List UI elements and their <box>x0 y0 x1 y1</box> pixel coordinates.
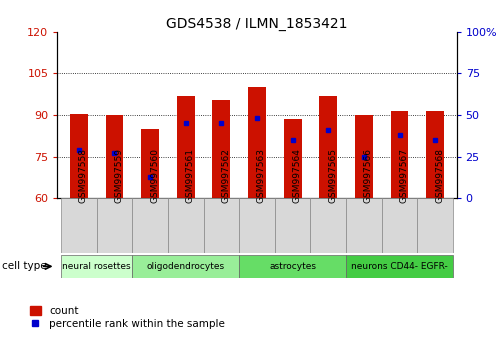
Bar <box>132 255 239 278</box>
Bar <box>284 119 301 198</box>
Text: neurons CD44- EGFR-: neurons CD44- EGFR- <box>351 262 448 271</box>
Bar <box>239 255 346 278</box>
Bar <box>141 129 159 198</box>
Bar <box>346 255 453 278</box>
Text: GSM997562: GSM997562 <box>222 148 231 202</box>
Bar <box>105 115 123 198</box>
Bar <box>382 198 417 253</box>
Text: GSM997568: GSM997568 <box>435 148 444 202</box>
Text: GSM997561: GSM997561 <box>186 148 195 202</box>
Text: GSM997564: GSM997564 <box>292 148 301 202</box>
Text: cell type: cell type <box>2 261 47 272</box>
Bar <box>213 100 230 198</box>
Bar <box>275 198 310 253</box>
Bar <box>70 114 88 198</box>
Bar <box>177 96 195 198</box>
Bar <box>168 198 204 253</box>
Legend: count, percentile rank within the sample: count, percentile rank within the sample <box>30 306 225 329</box>
Text: oligodendrocytes: oligodendrocytes <box>147 262 225 271</box>
Text: GSM997566: GSM997566 <box>364 148 373 202</box>
Bar <box>132 198 168 253</box>
Bar <box>61 255 132 278</box>
Bar <box>417 198 453 253</box>
Text: GSM997567: GSM997567 <box>400 148 409 202</box>
Bar <box>319 96 337 198</box>
Text: GSM997559: GSM997559 <box>114 148 123 202</box>
Text: GSM997558: GSM997558 <box>79 148 88 202</box>
Bar <box>355 115 373 198</box>
Bar <box>391 111 409 198</box>
Bar <box>310 198 346 253</box>
Text: GSM997563: GSM997563 <box>257 148 266 202</box>
Bar <box>239 198 275 253</box>
Bar <box>346 198 382 253</box>
Bar <box>248 87 266 198</box>
Bar <box>426 111 444 198</box>
Title: GDS4538 / ILMN_1853421: GDS4538 / ILMN_1853421 <box>166 17 348 31</box>
Bar <box>97 198 132 253</box>
Text: neural rosettes: neural rosettes <box>62 262 131 271</box>
Bar <box>61 198 97 253</box>
Text: GSM997565: GSM997565 <box>328 148 337 202</box>
Bar <box>204 198 239 253</box>
Text: astrocytes: astrocytes <box>269 262 316 271</box>
Text: GSM997560: GSM997560 <box>150 148 159 202</box>
